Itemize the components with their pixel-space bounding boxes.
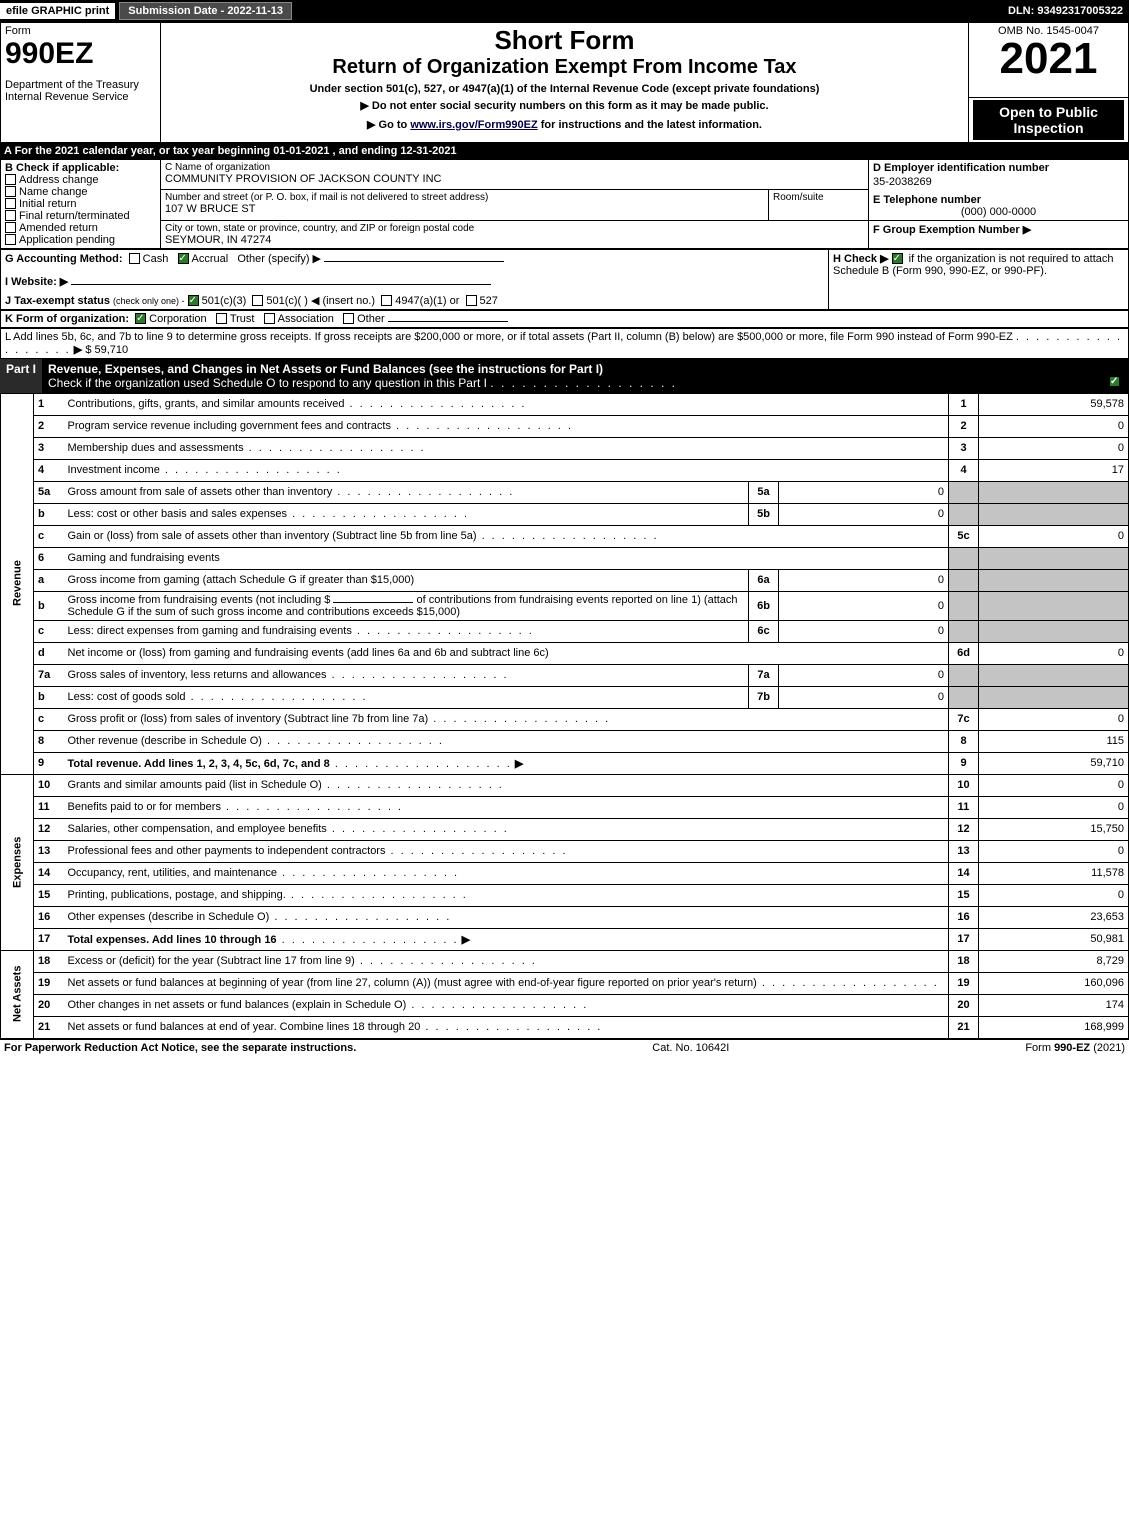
chk-cash[interactable] — [129, 253, 140, 264]
netassets-label: Net Assets — [1, 950, 34, 1038]
line6c-value: 0 — [779, 620, 949, 642]
line5b-value: 0 — [779, 503, 949, 525]
street-label: Number and street (or P. O. box, if mail… — [165, 192, 764, 203]
street-value: 107 W BRUCE ST — [165, 203, 764, 215]
page-footer: For Paperwork Reduction Act Notice, see … — [0, 1039, 1129, 1056]
chk-h[interactable] — [892, 253, 903, 264]
line6d-value: 0 — [979, 642, 1129, 664]
chk-assoc[interactable] — [264, 313, 275, 324]
gross-receipts: $ 59,710 — [85, 344, 128, 356]
footer-left: For Paperwork Reduction Act Notice, see … — [4, 1042, 356, 1054]
line9-value: 59,710 — [979, 752, 1129, 774]
form-title: Short Form — [165, 25, 964, 56]
line15-value: 0 — [979, 884, 1129, 906]
box-e-label: E Telephone number — [873, 194, 1124, 206]
expenses-label: Expenses — [1, 774, 34, 950]
line13-value: 0 — [979, 840, 1129, 862]
line3-value: 0 — [979, 437, 1129, 459]
chk-trust[interactable] — [216, 313, 227, 324]
line7b-value: 0 — [779, 686, 949, 708]
phone-value: (000) 000-0000 — [873, 206, 1124, 218]
line11-value: 0 — [979, 796, 1129, 818]
line1-value: 59,578 — [979, 393, 1129, 415]
box-j: J Tax-exempt status (check only one) - 5… — [5, 294, 824, 307]
chk-corp[interactable] — [135, 313, 146, 324]
room-label: Room/suite — [773, 192, 864, 203]
part1-label: Part I — [0, 359, 42, 393]
box-l-text: L Add lines 5b, 6c, and 7b to line 9 to … — [5, 331, 1013, 343]
form-under: Under section 501(c), 527, or 4947(a)(1)… — [165, 83, 964, 95]
line14-value: 11,578 — [979, 862, 1129, 884]
dept-label: Department of the Treasury Internal Reve… — [5, 79, 156, 103]
line19-value: 160,096 — [979, 972, 1129, 994]
box-h: H Check ▶ if the organization is not req… — [833, 252, 1124, 277]
ein-value: 35-2038269 — [873, 176, 1124, 188]
box-k-label: K Form of organization: — [5, 313, 129, 325]
line21-value: 168,999 — [979, 1016, 1129, 1038]
chk-address[interactable]: Address change — [5, 174, 156, 186]
chk-527[interactable] — [466, 295, 477, 306]
open-inspection: Open to Public Inspection — [973, 100, 1124, 140]
box-g: G Accounting Method: Cash Accrual Other … — [5, 252, 824, 265]
box-f-label: F Group Exemption Number ▶ — [873, 223, 1124, 236]
line7a-value: 0 — [779, 664, 949, 686]
chk-501c[interactable] — [252, 295, 263, 306]
dln-label: DLN: 93492317005322 — [1002, 3, 1129, 19]
form-header-table: Form 990EZ Department of the Treasury In… — [0, 22, 1129, 143]
form-number: 990EZ — [5, 37, 156, 71]
info-grid: B Check if applicable: Address change Na… — [0, 159, 1129, 249]
chk-schedule-o[interactable] — [1109, 376, 1120, 387]
line5a-value: 0 — [779, 481, 949, 503]
irs-link[interactable]: www.irs.gov/Form990EZ — [410, 119, 537, 131]
line10-value: 0 — [979, 774, 1129, 796]
box-c-label: C Name of organization — [165, 162, 864, 173]
line18-value: 8,729 — [979, 950, 1129, 972]
box-b-label: B Check if applicable: — [5, 162, 156, 174]
chk-4947[interactable] — [381, 295, 392, 306]
chk-final[interactable]: Final return/terminated — [5, 210, 156, 222]
part1-header: Part I Revenue, Expenses, and Changes in… — [0, 359, 1129, 393]
line12-value: 15,750 — [979, 818, 1129, 840]
chk-other-org[interactable] — [343, 313, 354, 324]
box-d-label: D Employer identification number — [873, 162, 1124, 174]
chk-amended[interactable]: Amended return — [5, 222, 156, 234]
form-note1: ▶ Do not enter social security numbers o… — [165, 99, 964, 112]
part1-table: Revenue 1 Contributions, gifts, grants, … — [0, 393, 1129, 1039]
chk-501c3[interactable] — [188, 295, 199, 306]
form-subtitle: Return of Organization Exempt From Incom… — [165, 56, 964, 79]
chk-name[interactable]: Name change — [5, 186, 156, 198]
line7c-value: 0 — [979, 708, 1129, 730]
line16-value: 23,653 — [979, 906, 1129, 928]
form-note2: ▶ Go to www.irs.gov/Form990EZ for instru… — [165, 118, 964, 131]
line4-value: 17 — [979, 459, 1129, 481]
footer-right: Form 990-EZ (2021) — [1025, 1042, 1125, 1054]
box-i: I Website: ▶ — [5, 275, 824, 288]
k-row: K Form of organization: Corporation Trus… — [0, 310, 1129, 328]
chk-pending[interactable]: Application pending — [5, 234, 156, 246]
line20-value: 174 — [979, 994, 1129, 1016]
line17-value: 50,981 — [979, 928, 1129, 950]
org-name: COMMUNITY PROVISION OF JACKSON COUNTY IN… — [165, 173, 864, 185]
efile-label[interactable]: efile GRAPHIC print — [0, 3, 115, 19]
tax-year: 2021 — [973, 37, 1124, 81]
line6b-value: 0 — [779, 591, 949, 620]
top-bar: efile GRAPHIC print Submission Date - 20… — [0, 0, 1129, 22]
gh-row: G Accounting Method: Cash Accrual Other … — [0, 249, 1129, 310]
chk-initial[interactable]: Initial return — [5, 198, 156, 210]
l-row: L Add lines 5b, 6c, and 7b to line 9 to … — [0, 328, 1129, 359]
section-a: A For the 2021 calendar year, or tax yea… — [0, 143, 1129, 159]
footer-cat: Cat. No. 10642I — [652, 1042, 729, 1054]
city-value: SEYMOUR, IN 47274 — [165, 234, 864, 246]
city-label: City or town, state or province, country… — [165, 223, 864, 234]
line6a-value: 0 — [779, 569, 949, 591]
revenue-label: Revenue — [1, 393, 34, 774]
line5c-value: 0 — [979, 525, 1129, 547]
line8-value: 115 — [979, 730, 1129, 752]
chk-accrual[interactable] — [178, 253, 189, 264]
submission-date: Submission Date - 2022-11-13 — [119, 2, 292, 20]
form-word: Form — [5, 25, 156, 37]
part1-title: Revenue, Expenses, and Changes in Net As… — [42, 359, 1129, 393]
line2-value: 0 — [979, 415, 1129, 437]
